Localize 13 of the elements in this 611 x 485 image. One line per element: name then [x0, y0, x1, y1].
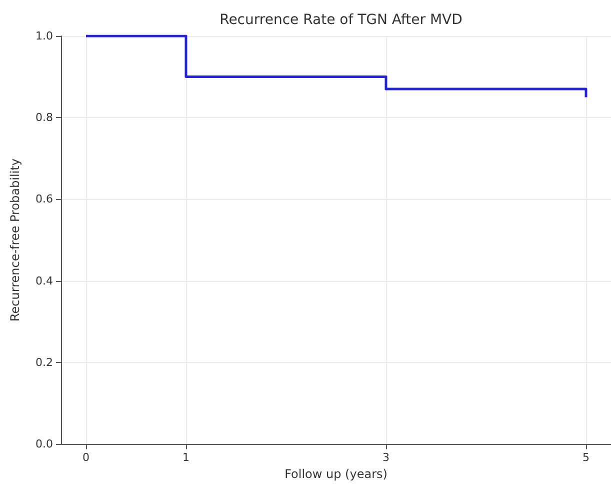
- chart-title: Recurrence Rate of TGN After MVD: [220, 12, 462, 28]
- y-tick-label: 0.6: [36, 192, 53, 206]
- y-tick-label: 0.4: [36, 274, 53, 288]
- x-tick-label: 5: [582, 451, 590, 464]
- y-tick-label: 0.0: [36, 438, 53, 451]
- x-axis-title: Follow up (years): [284, 467, 388, 481]
- y-tick-label: 0.8: [36, 111, 53, 124]
- y-axis-title: Recurrence-free Probability: [8, 158, 22, 322]
- x-tick-label: 1: [182, 451, 190, 464]
- y-tick-label: 1.0: [36, 30, 53, 42]
- y-tick-label: 0.2: [36, 356, 53, 369]
- x-tick-label: 3: [382, 451, 390, 464]
- x-tick-label: 0: [82, 451, 90, 464]
